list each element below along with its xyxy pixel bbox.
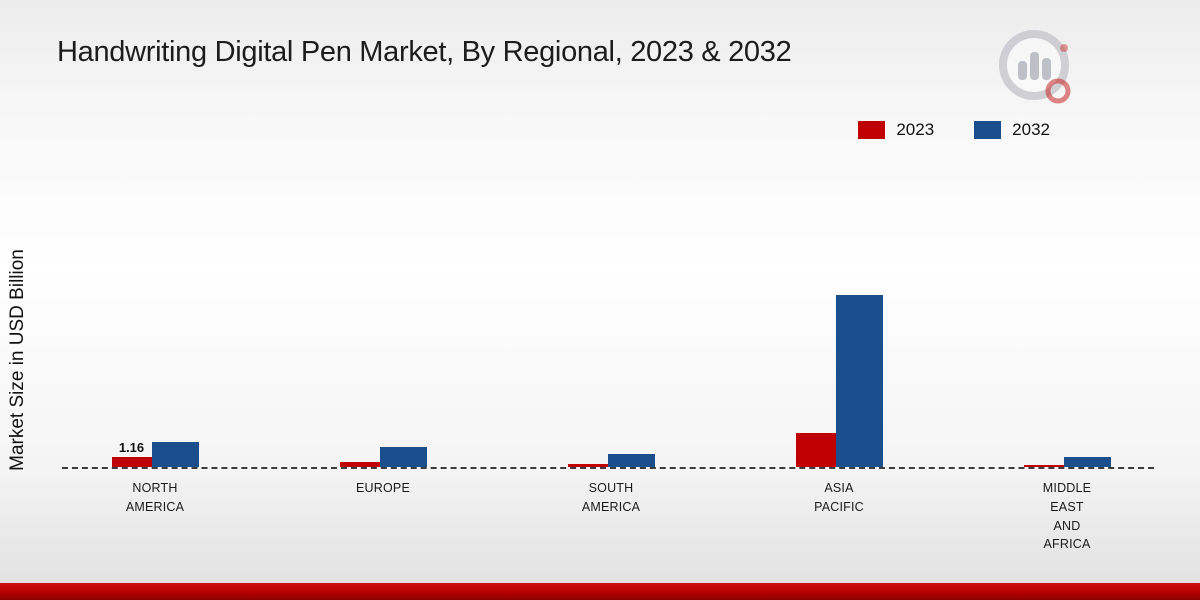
- bar-2023-north-america: [111, 457, 152, 467]
- legend-swatch-2032: [974, 121, 1002, 139]
- x-label-line: NORTH: [132, 481, 178, 495]
- bar-2032-north-america: [151, 442, 199, 467]
- x-axis-baseline: [62, 467, 1154, 469]
- bar-2032-europe: [379, 447, 427, 467]
- chart-title: Handwriting Digital Pen Market, By Regio…: [57, 36, 792, 68]
- x-label-line: EAST: [1050, 499, 1084, 514]
- x-label-line: MIDDLE: [1042, 481, 1092, 495]
- legend: 2023 2032: [858, 120, 1050, 140]
- legend-item-2032: 2032: [974, 120, 1050, 140]
- bar-group-middle-east-and-africa: [953, 207, 1181, 467]
- bar-2023-middle-east-and-africa: [1023, 465, 1064, 467]
- x-label-middle-east-and-africa: MIDDLE EAST AND AFRICA: [953, 479, 1181, 554]
- bar-wrap-2032-north-america: [151, 442, 199, 467]
- bar-2032-middle-east-and-africa: [1063, 457, 1111, 467]
- legend-swatch-2023: [858, 121, 886, 139]
- logo-bar-1: [1018, 61, 1027, 80]
- x-label-asia-pacific: ASIA PACIFIC: [725, 479, 953, 554]
- x-label-line: PACIFIC: [814, 499, 864, 514]
- bar-2032-south-america: [607, 454, 655, 467]
- x-label-line: ASIA: [824, 481, 854, 495]
- bar-group-north-america: 1.16: [41, 207, 269, 467]
- logo-accent-ring: [1045, 78, 1071, 104]
- x-label-line: AFRICA: [1043, 537, 1091, 552]
- logo-bar-3: [1042, 58, 1051, 80]
- value-label-2023-north-america: 1.16: [118, 440, 145, 455]
- x-label-line: AMERICA: [125, 499, 185, 514]
- y-axis-label: Market Size in USD Billion: [7, 249, 28, 471]
- legend-label: 2023: [896, 120, 935, 139]
- x-label-line: AMERICA: [581, 499, 641, 514]
- bar-wrap-2023-asia-pacific: [795, 433, 836, 467]
- bar-wrap-2023-north-america: 1.16: [111, 440, 152, 467]
- legend-label: 2032: [1012, 120, 1050, 139]
- bar-wrap-2023-middle-east-and-africa: [1023, 465, 1064, 467]
- plot-area: 1.16: [41, 207, 1181, 467]
- bar-2032-asia-pacific: [835, 295, 883, 467]
- bar-wrap-2032-south-america: [607, 454, 655, 467]
- bar-wrap-2032-middle-east-and-africa: [1063, 457, 1111, 467]
- legend-item-2023: 2023: [858, 120, 934, 140]
- bottom-red-band: [0, 583, 1200, 600]
- x-label-north-america: NORTH AMERICA: [41, 479, 269, 554]
- bar-wrap-2023-europe: [339, 462, 380, 467]
- x-label-south-america: SOUTH AMERICA: [497, 479, 725, 554]
- bar-group-asia-pacific: [725, 207, 953, 467]
- x-label-line: AND: [1053, 518, 1081, 533]
- logo-accent-dot: [1060, 44, 1068, 52]
- x-label-europe: EUROPE: [269, 479, 497, 554]
- bar-wrap-2032-europe: [379, 447, 427, 467]
- brand-logo: [999, 30, 1071, 104]
- bar-2023-europe: [339, 462, 380, 467]
- bar-group-south-america: [497, 207, 725, 467]
- bar-2023-asia-pacific: [795, 433, 836, 467]
- x-label-line: EUROPE: [356, 481, 410, 495]
- bar-group-europe: [269, 207, 497, 467]
- x-label-line: SOUTH: [588, 481, 634, 495]
- x-axis-labels: NORTH AMERICA EUROPE SOUTH AMERICA ASIA PACIFI…: [41, 479, 1181, 554]
- bar-2023-south-america: [567, 464, 608, 467]
- bar-wrap-2032-asia-pacific: [835, 295, 883, 467]
- logo-bar-2: [1030, 52, 1039, 80]
- bar-wrap-2023-south-america: [567, 464, 608, 467]
